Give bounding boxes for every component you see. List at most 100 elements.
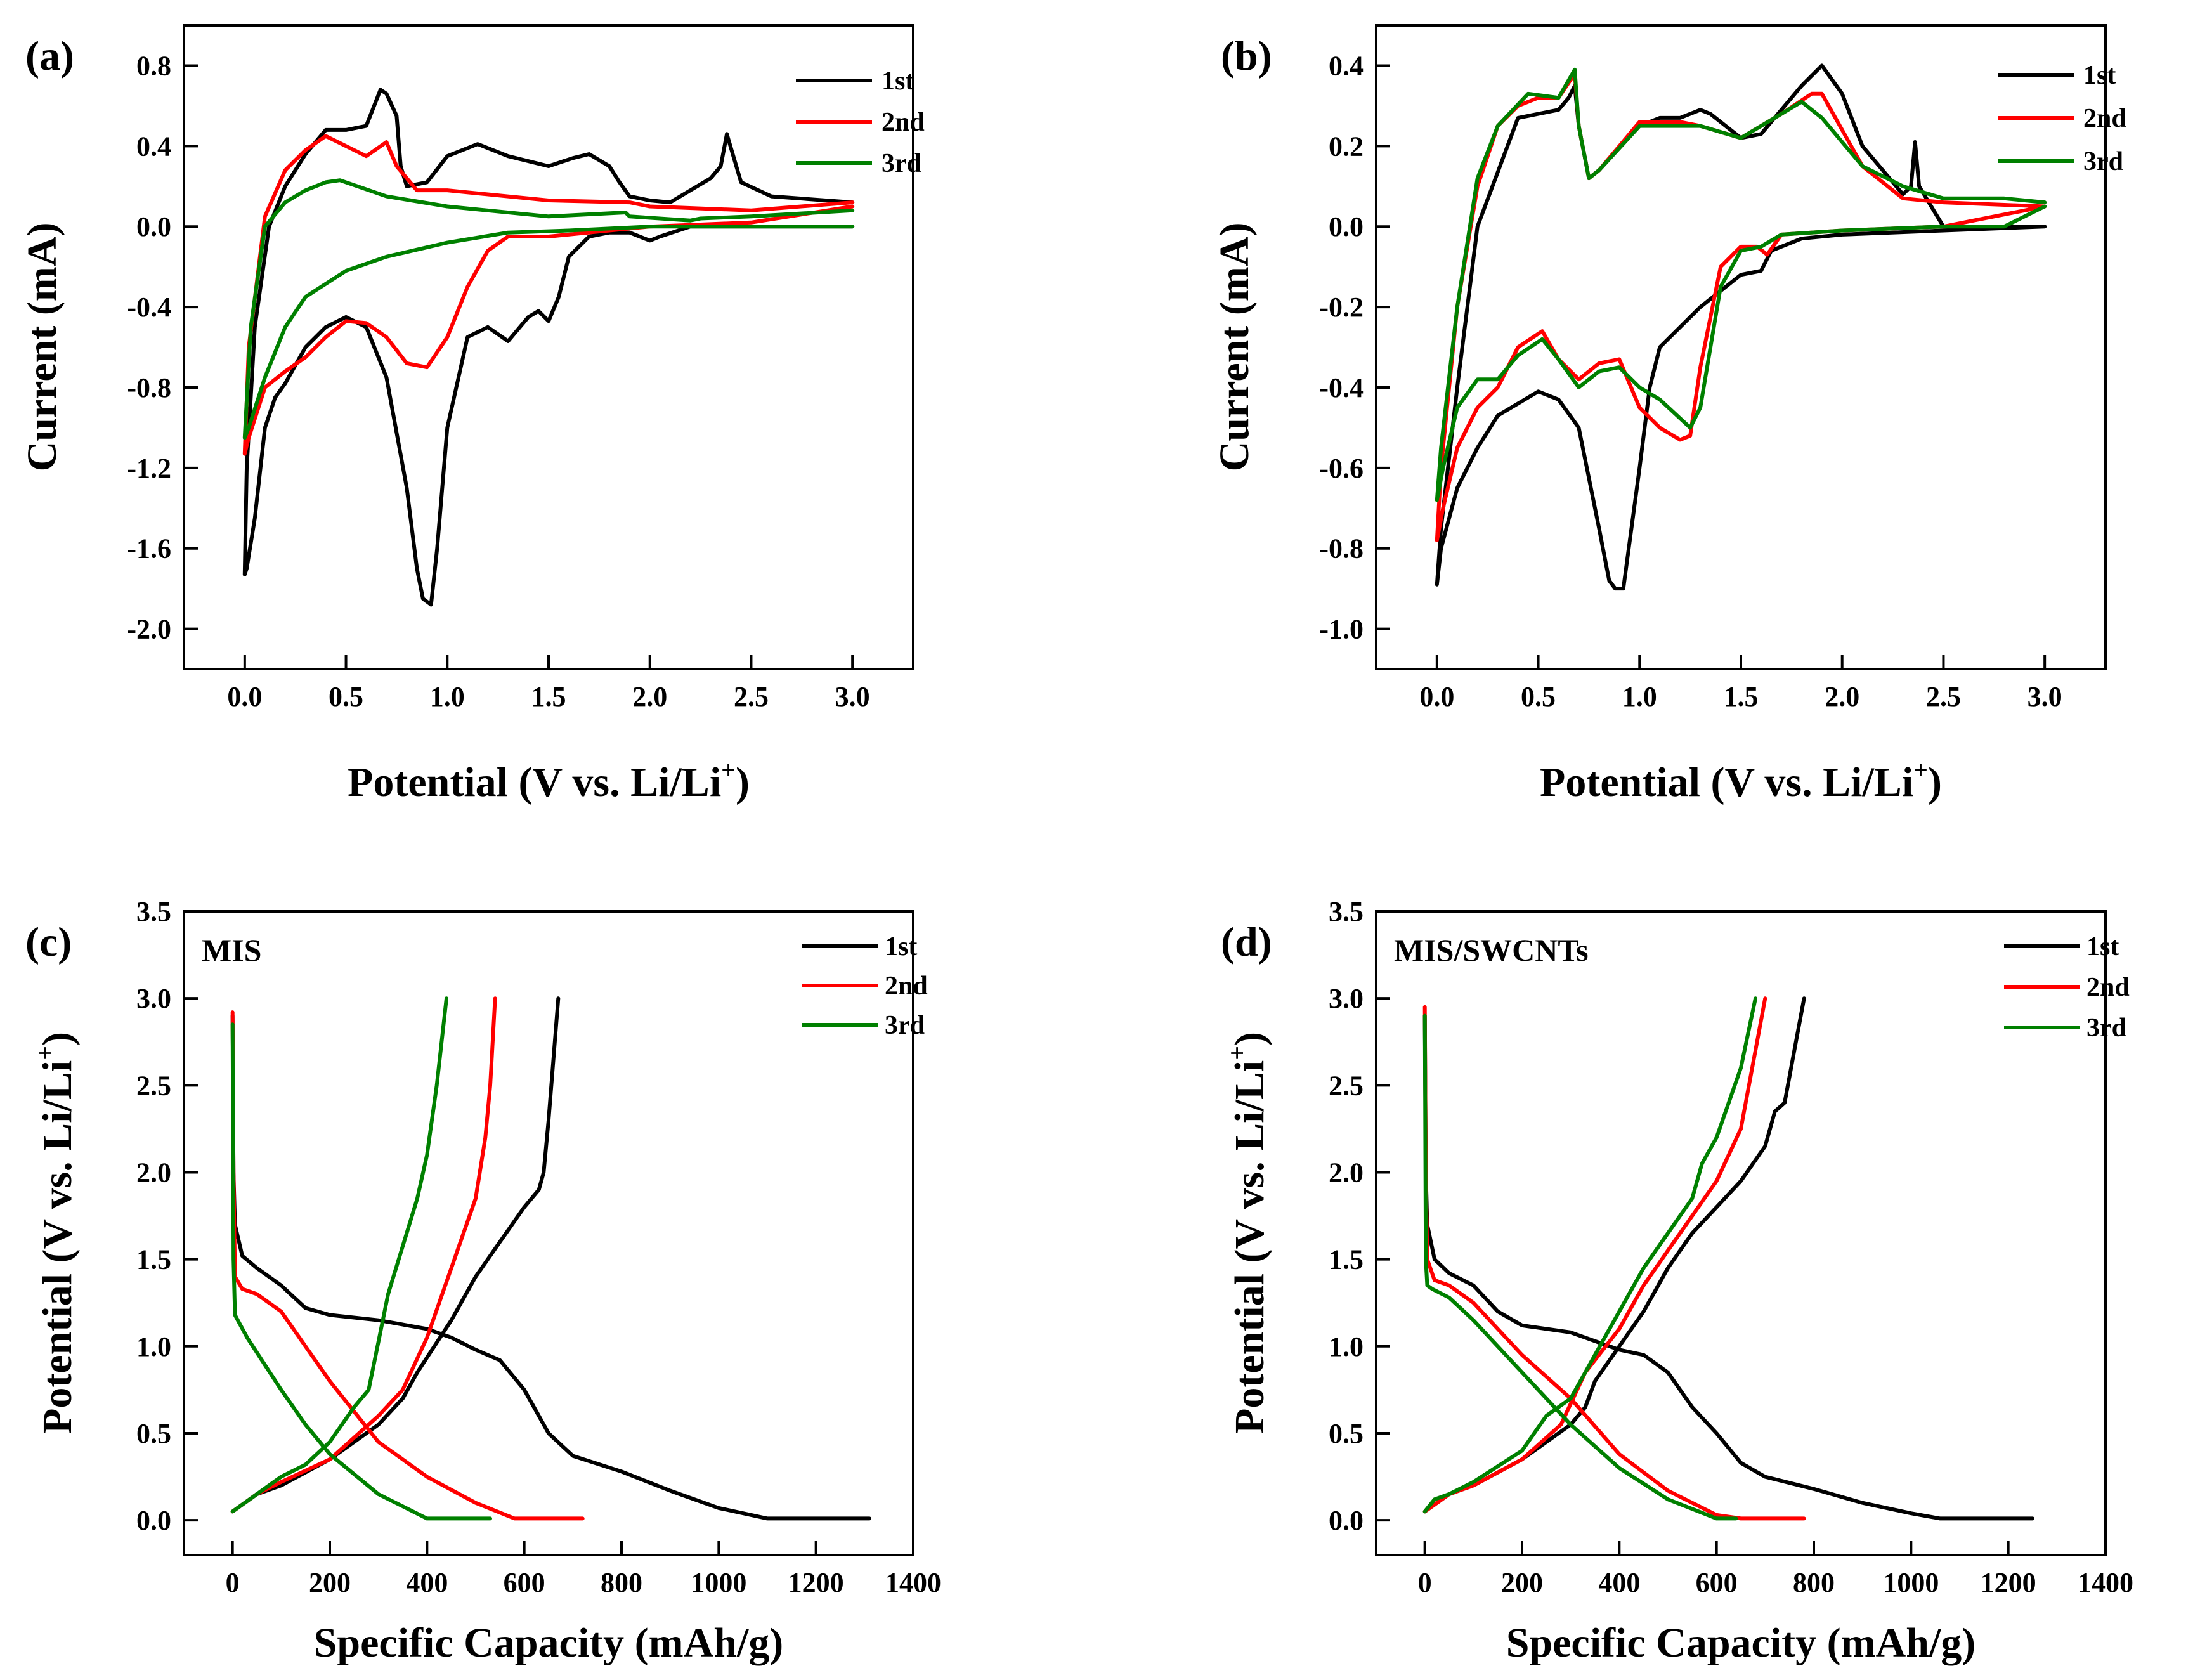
- y-axis-title-b: Current (mA): [1211, 223, 1258, 472]
- x-tick-label-c: 800: [601, 1567, 642, 1598]
- y-tick-label-d: 2.5: [1329, 1070, 1364, 1101]
- x-axis-title-sup-a: +: [721, 755, 736, 784]
- y-tick-label-b: -1.0: [1319, 614, 1364, 645]
- sample-label-d: MIS/SWCNTs: [1394, 932, 1589, 968]
- x-axis-title-end-a: ): [736, 759, 750, 805]
- x-tick-label-d: 800: [1793, 1567, 1835, 1598]
- x-tick-label-d: 0: [1418, 1567, 1432, 1598]
- y-axis-title-end-c: ): [34, 1032, 81, 1046]
- x-axis-title-d: Specific Capacity (mAh/g): [1506, 1620, 1976, 1666]
- legend-c: 1st 2nd 3rd: [802, 932, 928, 1040]
- y-tick-label-b: -0.4: [1319, 372, 1364, 403]
- y-tick-label-b: 0.2: [1329, 131, 1364, 162]
- panel-b: (b) 0.0 0.5 1.0 1.5 2.0 2.5 3.0 0.4 0.2 0.0 -0.2 -0…: [1211, 24, 2126, 805]
- panel-label-c: (c): [25, 919, 72, 965]
- y-tick-label-d: 0.0: [1329, 1505, 1364, 1536]
- x-axis-title-a: Potential (V vs. Li/Li+): [348, 755, 750, 805]
- legend-b: 1st 2nd 3rd: [1998, 61, 2126, 176]
- x-tick-label-a: 0.5: [329, 681, 363, 712]
- series-line-1st-b: [1435, 63, 2047, 591]
- y-tick-label-d: 0.5: [1329, 1418, 1364, 1449]
- y-axis-title-sup-d: +: [1223, 1046, 1251, 1060]
- series-line-3rd-c: [230, 1022, 492, 1521]
- series-line-3rd-b: [1435, 67, 2047, 502]
- y-tick-label-a: -1.6: [127, 533, 171, 564]
- y-tick-label-d: 2.0: [1329, 1157, 1364, 1188]
- x-tick-label-b: 3.0: [2028, 681, 2062, 712]
- series-lines-c: [230, 996, 871, 1521]
- x-tick-label-a: 0.0: [227, 681, 262, 712]
- ticks-a: 0.0 0.5 1.0 1.5 2.0 2.5 3.0 0.8 0.4 0.0 -0.4 -0.8 -1…: [127, 50, 869, 712]
- y-tick-label-b: 0.4: [1329, 50, 1364, 81]
- x-tick-label-a: 1.5: [531, 681, 566, 712]
- sample-label-c: MIS: [202, 932, 261, 968]
- x-tick-label-c: 600: [504, 1567, 545, 1598]
- x-tick-label-d: 200: [1501, 1567, 1543, 1598]
- series-line-3rd-a: [242, 178, 855, 440]
- x-tick-label-d: 1200: [1981, 1567, 2036, 1598]
- y-tick-label-c: 0.0: [136, 1505, 171, 1536]
- x-tick-label-c: 200: [309, 1567, 351, 1598]
- legend-label-1st-d: 1st: [2086, 932, 2119, 961]
- x-tick-label-c: 1200: [788, 1567, 844, 1598]
- y-tick-label-a: -0.8: [127, 372, 171, 403]
- x-tick-label-a: 1.0: [430, 681, 465, 712]
- series-line-3rd-d: [1422, 1013, 1738, 1521]
- y-tick-label-c: 2.5: [136, 1070, 171, 1101]
- x-tick-label-c: 400: [406, 1567, 448, 1598]
- series-line-1st-charge-c: [230, 996, 561, 1514]
- series-line-2nd-charge-c: [230, 996, 497, 1514]
- y-tick-label-a: -0.4: [127, 292, 171, 323]
- x-tick-label-d: 1000: [1883, 1567, 1939, 1598]
- ticks-d: 0 200 400 600 800 1000 1200 1400 0.0 0.5 1.0 1.5 2.0…: [1329, 896, 2133, 1598]
- legend-label-1st-c: 1st: [885, 932, 917, 961]
- ticks-b: 0.0 0.5 1.0 1.5 2.0 2.5 3.0 0.4 0.2 0.0 -0.2 -0.4 -0…: [1319, 50, 2062, 712]
- y-tick-label-d: 1.0: [1329, 1331, 1364, 1362]
- y-tick-label-b: -0.8: [1319, 533, 1364, 564]
- y-tick-label-b: 0.0: [1329, 211, 1364, 242]
- ticks-c: 0 200 400 600 800 1000 1200 1400 0.0 0.5 1.0 1.5 2.0…: [136, 896, 941, 1598]
- series-lines-b: [1435, 63, 2047, 591]
- x-tick-label-c: 0: [226, 1567, 240, 1598]
- y-tick-label-a: -1.2: [127, 453, 171, 484]
- legend-label-2nd-c: 2nd: [885, 972, 928, 1001]
- series-lines-a: [242, 88, 855, 607]
- x-tick-label-b: 1.0: [1622, 681, 1657, 712]
- legend-label-3rd-c: 3rd: [885, 1011, 925, 1040]
- x-tick-label-a: 2.0: [632, 681, 667, 712]
- y-axis-title-main-d: Potential (V vs. Li/Li: [1227, 1060, 1273, 1434]
- x-tick-label-d: 600: [1696, 1567, 1738, 1598]
- series-line-1st-a: [242, 88, 855, 607]
- y-tick-label-a: 0.8: [136, 50, 171, 81]
- x-tick-label-c: 1000: [691, 1567, 746, 1598]
- series-lines-d: [1422, 996, 2034, 1521]
- y-tick-label-c: 2.0: [136, 1157, 171, 1188]
- plot-frame-b: [1375, 24, 2107, 670]
- panel-c: (c) MIS 0 200 400 600 800 1000 1200 1400 0.0 0.5 1…: [25, 896, 941, 1666]
- y-tick-label-c: 0.5: [136, 1418, 171, 1449]
- y-tick-label-a: 0.4: [136, 131, 171, 162]
- y-tick-label-c: 1.5: [136, 1244, 171, 1275]
- y-axis-title-sup-c: +: [30, 1046, 59, 1060]
- series-line-3rd-charge-d: [1422, 996, 1757, 1514]
- panel-a: (a) 0.0 0.5 1.0 1.5 2.0 2.5 3.0 0.8 0.4 0.0 -0.4 -0…: [19, 24, 925, 805]
- legend-label-3rd-a: 3rd: [882, 149, 921, 178]
- series-line-2nd-d: [1422, 1005, 1806, 1521]
- legend-label-2nd-d: 2nd: [2086, 973, 2130, 1002]
- x-tick-label-d: 400: [1598, 1567, 1640, 1598]
- panel-label-a: (a): [25, 33, 74, 79]
- legend-label-1st-a: 1st: [882, 67, 914, 96]
- legend-label-3rd-d: 3rd: [2086, 1013, 2126, 1043]
- y-tick-label-c: 3.0: [136, 983, 171, 1014]
- legend-a: 1st 2nd 3rd: [796, 67, 925, 178]
- legend-label-1st-b: 1st: [2083, 61, 2116, 90]
- y-tick-label-a: -2.0: [127, 614, 171, 645]
- series-line-2nd-a: [242, 134, 855, 456]
- panel-label-b: (b): [1221, 33, 1272, 79]
- y-axis-title-main-c: Potential (V vs. Li/Li: [34, 1060, 81, 1434]
- x-axis-title-c: Specific Capacity (mAh/g): [314, 1620, 784, 1666]
- panel-label-d: (d): [1221, 919, 1272, 965]
- x-axis-title-main-b: Potential (V vs. Li/Li: [1540, 759, 1913, 805]
- x-tick-label-c: 1400: [885, 1567, 941, 1598]
